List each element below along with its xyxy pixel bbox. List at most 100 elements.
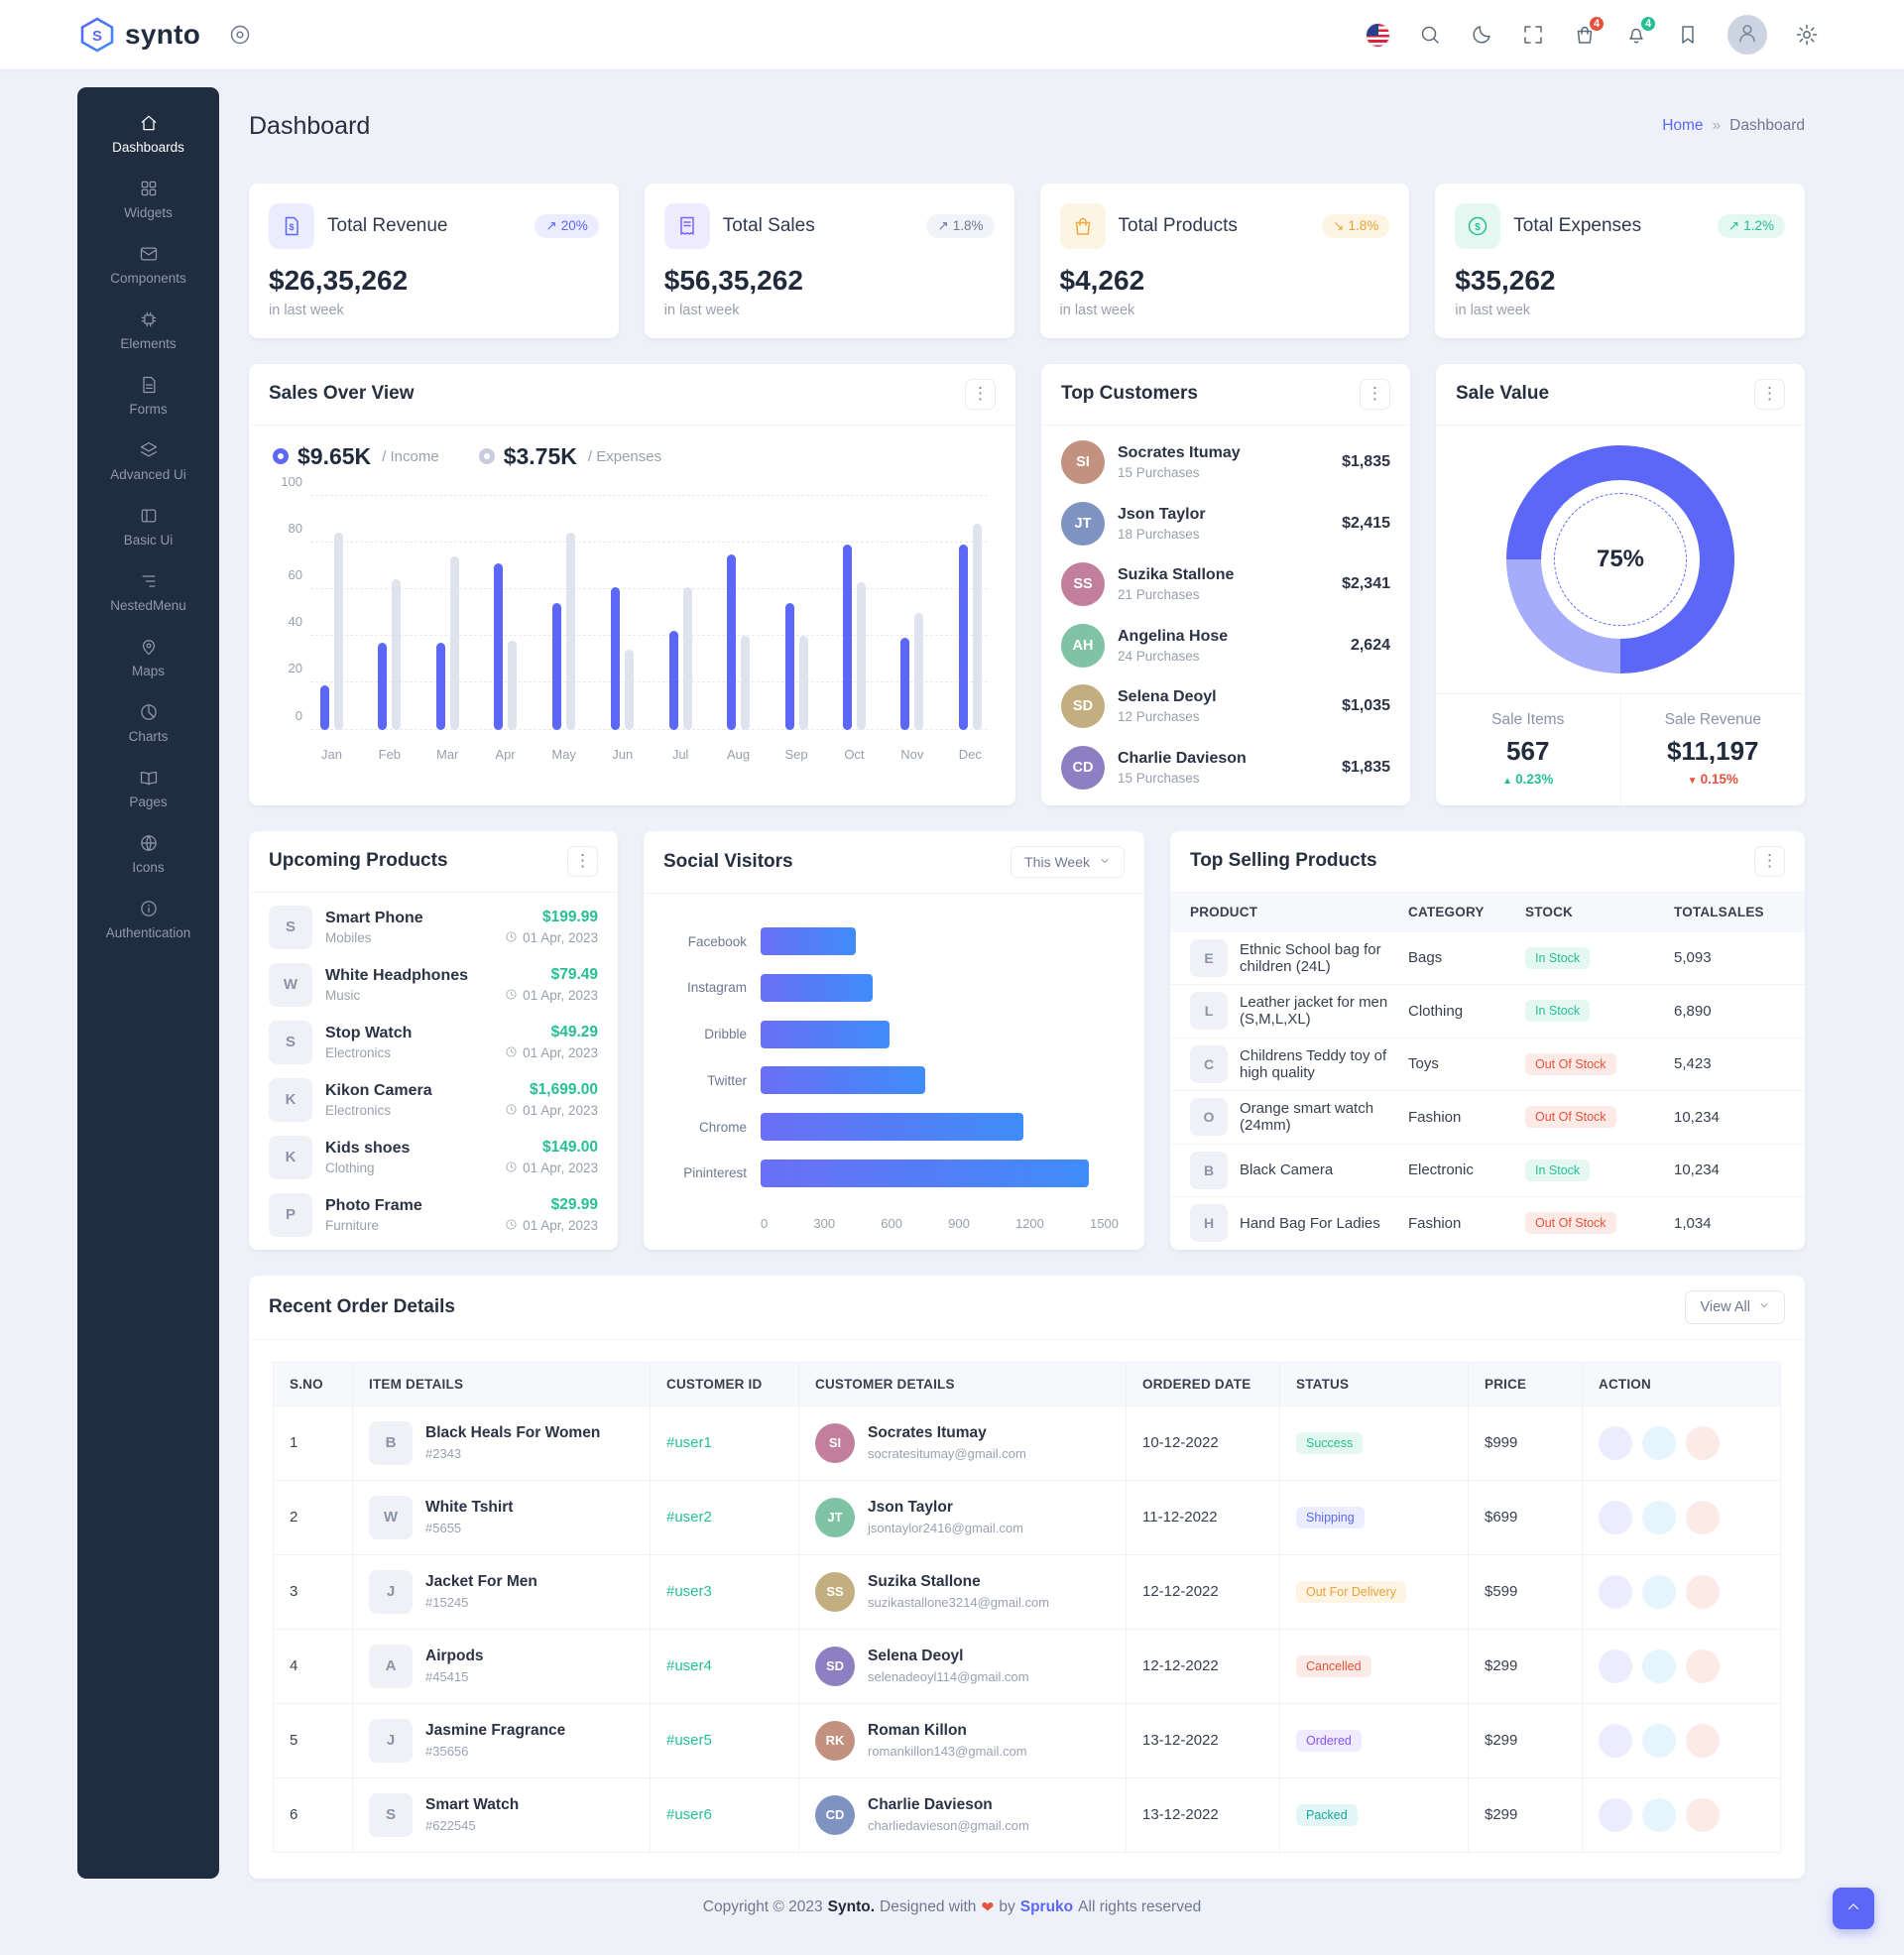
- sales-overview-options-button[interactable]: [965, 378, 996, 410]
- edit-button[interactable]: [1642, 1723, 1676, 1758]
- product-category: Clothing: [325, 1160, 375, 1175]
- sidebar-item-widgets[interactable]: Widgets: [77, 167, 219, 232]
- customer-amount: $2,341: [1342, 575, 1390, 593]
- table-row: L Leather jacket for men (S,M,L,XL) Clot…: [1170, 984, 1805, 1038]
- stat-title: Total Products: [1118, 214, 1238, 236]
- top-selling-options-button[interactable]: [1754, 845, 1785, 877]
- expenses-bar: [914, 612, 924, 730]
- notification-count-badge: 4: [1639, 15, 1657, 33]
- topbar-actions: 4 4: [1366, 15, 1819, 55]
- upcoming-product-item: S Smart Phone Mobiles $199.99 01 Apr, 20…: [249, 899, 618, 956]
- sidebar-item-elements[interactable]: Elements: [77, 298, 219, 363]
- product-price: $199.99: [541, 908, 598, 925]
- language-flag-icon[interactable]: [1366, 22, 1390, 48]
- footer-brand[interactable]: Synto.: [827, 1897, 876, 1915]
- settings-gear-icon[interactable]: [1795, 23, 1819, 47]
- facebook-bar: [761, 927, 857, 956]
- view-button[interactable]: [1599, 1649, 1632, 1683]
- upcoming-products-options-button[interactable]: [567, 845, 598, 877]
- view-button[interactable]: [1599, 1574, 1632, 1609]
- clock-icon: [505, 988, 518, 1004]
- cart-icon[interactable]: 4: [1573, 15, 1606, 47]
- view-button[interactable]: [1599, 1723, 1632, 1758]
- sidebar-item-icons[interactable]: Icons: [77, 821, 219, 887]
- sidebar-item-advanced-ui[interactable]: Advanced Ui: [77, 428, 219, 494]
- expenses-bar: [566, 533, 576, 730]
- top-customers-options-button[interactable]: [1360, 378, 1390, 410]
- stat-title: Total Revenue: [327, 214, 448, 236]
- table-row: 1 B Black Heals For Women #2343 #user1 S…: [273, 1405, 1781, 1481]
- item-id: #622545: [425, 1818, 476, 1833]
- upcoming-products-list: S Smart Phone Mobiles $199.99 01 Apr, 20…: [249, 893, 618, 1250]
- sidebar-item-dashboards[interactable]: Dashboards: [77, 101, 219, 167]
- sidebar-item-maps[interactable]: Maps: [77, 625, 219, 690]
- breadcrumb-home-link[interactable]: Home: [1662, 117, 1704, 135]
- clock-icon: [505, 930, 518, 946]
- edit-button[interactable]: [1642, 1425, 1676, 1460]
- sidebar-item-basic-ui[interactable]: Basic Ui: [77, 494, 219, 559]
- item-thumbnail: B: [369, 1420, 413, 1465]
- sale-value-options-button[interactable]: [1754, 378, 1785, 410]
- upcoming-product-item: K Kids shoes Clothing $149.00 01 Apr, 20…: [249, 1129, 618, 1186]
- fullscreen-icon[interactable]: [1521, 23, 1545, 47]
- column-header: ORDERED DATE: [1126, 1361, 1280, 1406]
- delete-button[interactable]: [1686, 1574, 1720, 1609]
- item-name: Smart Watch: [425, 1796, 520, 1813]
- footer-designer-link[interactable]: Spruko: [1019, 1897, 1074, 1915]
- view-all-button[interactable]: View All: [1685, 1289, 1785, 1324]
- customer-id: #user5: [666, 1732, 712, 1749]
- delete-button[interactable]: [1686, 1723, 1720, 1758]
- twitter-bar: [761, 1066, 926, 1095]
- sidebar-item-authentication[interactable]: Authentication: [77, 887, 219, 952]
- item-thumbnail: A: [369, 1644, 413, 1688]
- edit-button[interactable]: [1642, 1500, 1676, 1534]
- product-thumbnail: W: [269, 962, 312, 1007]
- social-bar-row: Pininterest: [669, 1159, 1119, 1187]
- delete-button[interactable]: [1686, 1500, 1720, 1534]
- sidebar-item-charts[interactable]: Charts: [77, 690, 219, 756]
- menu-toggle-icon[interactable]: [228, 23, 252, 47]
- customer-purchases: 21 Purchases: [1118, 587, 1200, 603]
- income-bar: [958, 545, 968, 730]
- delete-button[interactable]: [1686, 1425, 1720, 1460]
- customer-name: Selena Deoyl: [868, 1648, 964, 1664]
- delete-button[interactable]: [1686, 1649, 1720, 1683]
- scroll-to-top-button[interactable]: [1833, 1888, 1874, 1929]
- edit-button[interactable]: [1642, 1649, 1676, 1683]
- dark-mode-icon[interactable]: [1470, 23, 1493, 47]
- expenses-bar: [625, 650, 635, 730]
- bag-icon: [1573, 26, 1597, 51]
- view-button[interactable]: [1599, 1500, 1632, 1534]
- ordered-date: 13-12-2022: [1126, 1702, 1280, 1778]
- delete-button[interactable]: [1686, 1797, 1720, 1832]
- social-bar-row: Twitter: [669, 1066, 1119, 1095]
- customer-list-item: SD Selena Deoyl 12 Purchases $1,035: [1041, 676, 1410, 736]
- user-avatar[interactable]: [1727, 15, 1767, 55]
- sidebar-item-label: Authentication: [105, 925, 191, 940]
- social-visitors-filter-select[interactable]: This Week: [1011, 845, 1125, 878]
- chevron-down-icon: [1099, 854, 1111, 870]
- sidebar-item-nestedmenu[interactable]: NestedMenu: [77, 559, 219, 625]
- search-icon[interactable]: [1418, 23, 1442, 47]
- stat-title: Total Sales: [722, 214, 815, 236]
- product-name: Photo Frame: [325, 1196, 422, 1214]
- sidebar-item-pages[interactable]: Pages: [77, 756, 219, 821]
- topbar: S synto 4 4: [0, 0, 1904, 69]
- view-button[interactable]: [1599, 1425, 1632, 1460]
- bookmark-icon[interactable]: [1676, 23, 1700, 47]
- customer-name: Roman Killon: [868, 1722, 967, 1739]
- item-id: #45415: [425, 1669, 469, 1684]
- customer-purchases: 24 Purchases: [1118, 648, 1200, 664]
- notifications-icon[interactable]: 4: [1624, 15, 1657, 47]
- view-button[interactable]: [1599, 1797, 1632, 1832]
- order-sno: 4: [273, 1628, 353, 1704]
- stat-caption: in last week: [1059, 302, 1135, 318]
- edit-button[interactable]: [1642, 1574, 1676, 1609]
- status-badge: Packed: [1296, 1803, 1358, 1826]
- sidebar-item-components[interactable]: Components: [77, 232, 219, 298]
- income-legend-dot: [273, 448, 289, 464]
- product-thumbnail: S: [269, 1020, 312, 1064]
- sidebar-item-forms[interactable]: Forms: [77, 363, 219, 428]
- edit-button[interactable]: [1642, 1797, 1676, 1832]
- app-logo[interactable]: S synto: [79, 17, 200, 53]
